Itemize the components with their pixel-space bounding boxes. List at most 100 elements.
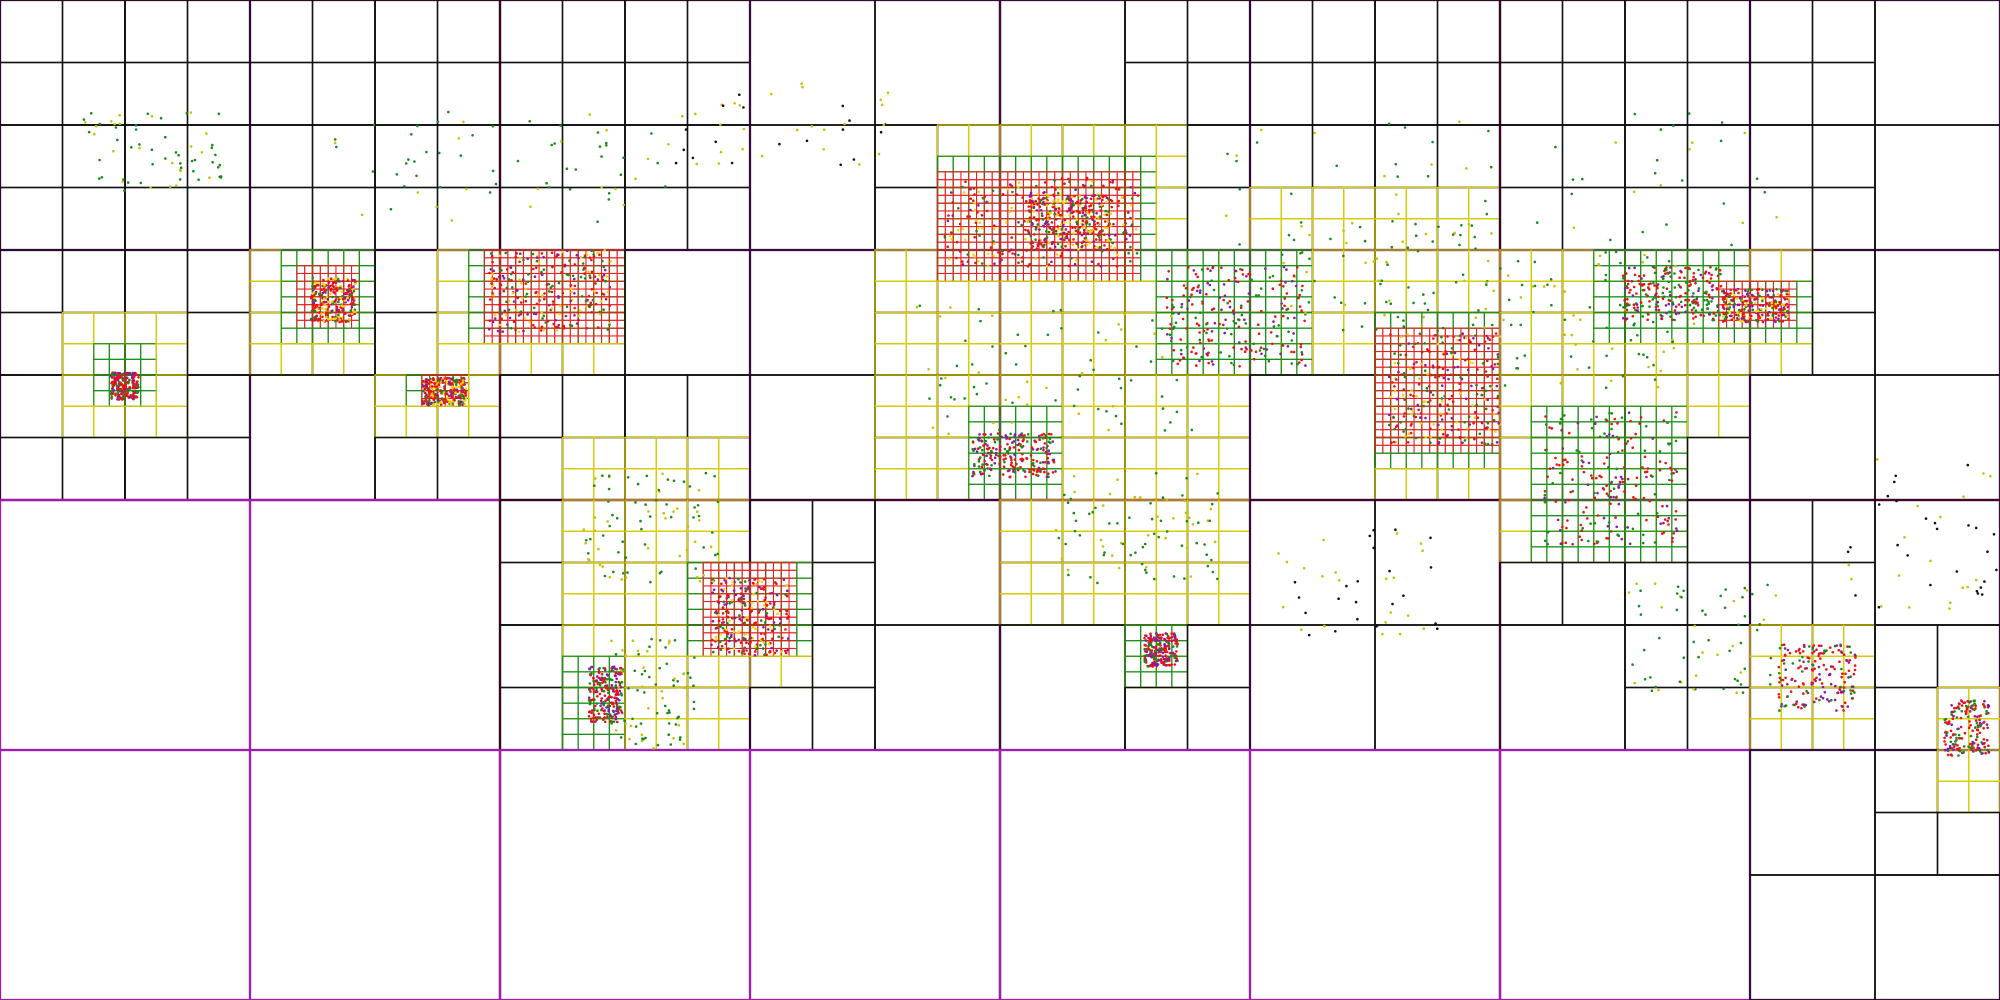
data-point	[1085, 178, 1088, 182]
data-point	[339, 284, 343, 288]
data-point	[168, 185, 172, 188]
data-point	[1149, 360, 1153, 363]
data-point	[1041, 244, 1044, 248]
data-point	[1111, 181, 1114, 184]
data-point	[977, 371, 981, 374]
data-point	[1633, 681, 1636, 685]
data-point	[1375, 257, 1379, 260]
data-point	[1287, 233, 1291, 237]
data-point	[1129, 216, 1132, 220]
data-point	[1732, 599, 1736, 603]
data-point	[711, 531, 714, 534]
data-point	[672, 684, 675, 687]
data-point	[602, 273, 606, 277]
data-point	[433, 382, 437, 385]
data-point	[1066, 195, 1070, 198]
data-point	[457, 400, 461, 403]
data-point	[312, 299, 316, 302]
data-point	[611, 513, 614, 517]
data-point	[490, 254, 494, 258]
data-point	[747, 586, 750, 589]
data-point	[1337, 579, 1341, 582]
data-point	[547, 303, 551, 307]
data-point	[347, 314, 351, 317]
data-point	[329, 318, 333, 321]
data-point	[619, 173, 623, 176]
data-point	[743, 652, 746, 656]
data-point	[640, 673, 644, 676]
data-point	[1299, 221, 1303, 224]
data-point	[1043, 238, 1046, 242]
data-point	[503, 309, 507, 313]
data-point	[500, 317, 504, 321]
data-point	[456, 390, 459, 394]
data-point	[666, 478, 670, 481]
data-point	[413, 160, 416, 163]
data-point	[590, 311, 594, 314]
data-point	[462, 397, 466, 400]
data-point	[1109, 245, 1113, 248]
data-point	[83, 121, 87, 124]
data-point	[1057, 233, 1060, 237]
data-point	[1112, 222, 1115, 226]
data-point	[1083, 224, 1086, 227]
data-point	[822, 128, 826, 131]
data-point	[1082, 231, 1086, 235]
data-point	[1095, 211, 1098, 215]
data-point	[1033, 233, 1036, 236]
data-point	[606, 520, 609, 523]
data-point	[463, 403, 467, 407]
data-point	[1849, 546, 1852, 549]
data-point	[1652, 363, 1655, 367]
data-point	[1402, 325, 1406, 328]
data-point	[605, 129, 608, 132]
data-point	[534, 266, 538, 270]
data-point	[1974, 526, 1978, 530]
data-point	[1084, 194, 1087, 198]
data-point	[533, 275, 537, 279]
data-point	[1474, 316, 1478, 320]
data-point	[327, 300, 331, 304]
data-point	[661, 472, 664, 476]
data-point	[1395, 193, 1398, 196]
data-point	[1745, 589, 1749, 592]
data-point	[644, 503, 647, 506]
data-point	[1104, 194, 1108, 198]
data-point	[1050, 185, 1054, 189]
data-point	[579, 255, 583, 259]
data-point	[1376, 623, 1379, 627]
data-point	[522, 278, 525, 281]
data-point	[648, 645, 651, 648]
data-point	[335, 145, 338, 149]
data-point	[424, 380, 428, 383]
data-point	[519, 310, 523, 314]
data-point	[189, 145, 193, 148]
data-point	[324, 315, 328, 319]
data-point	[795, 128, 799, 132]
data-point	[1550, 303, 1553, 307]
data-point	[1034, 226, 1038, 229]
data-point	[1894, 474, 1897, 478]
data-point	[1604, 251, 1607, 254]
data-point	[991, 189, 995, 193]
data-point	[489, 252, 493, 255]
data-point	[978, 234, 981, 237]
data-point	[1080, 241, 1084, 245]
data-point	[1103, 233, 1106, 236]
data-point	[508, 299, 511, 303]
data-point	[1297, 596, 1301, 599]
data-point	[338, 320, 341, 324]
data-point	[1724, 588, 1727, 591]
data-point	[1105, 213, 1109, 217]
data-point	[450, 382, 454, 386]
data-point	[1520, 283, 1524, 287]
data-point	[432, 402, 435, 406]
data-point	[667, 642, 671, 645]
data-point	[335, 286, 338, 290]
data-point	[759, 643, 762, 647]
data-point	[540, 273, 544, 277]
data-point	[491, 260, 494, 264]
data-point	[639, 722, 643, 725]
data-point	[496, 329, 500, 333]
data-point	[1105, 410, 1108, 413]
